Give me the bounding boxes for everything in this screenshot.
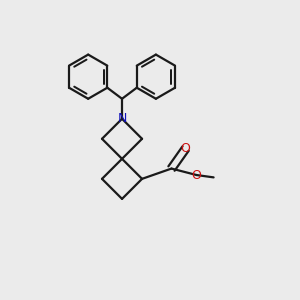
Text: O: O bbox=[192, 169, 202, 182]
Text: O: O bbox=[181, 142, 190, 155]
Text: N: N bbox=[117, 112, 127, 125]
